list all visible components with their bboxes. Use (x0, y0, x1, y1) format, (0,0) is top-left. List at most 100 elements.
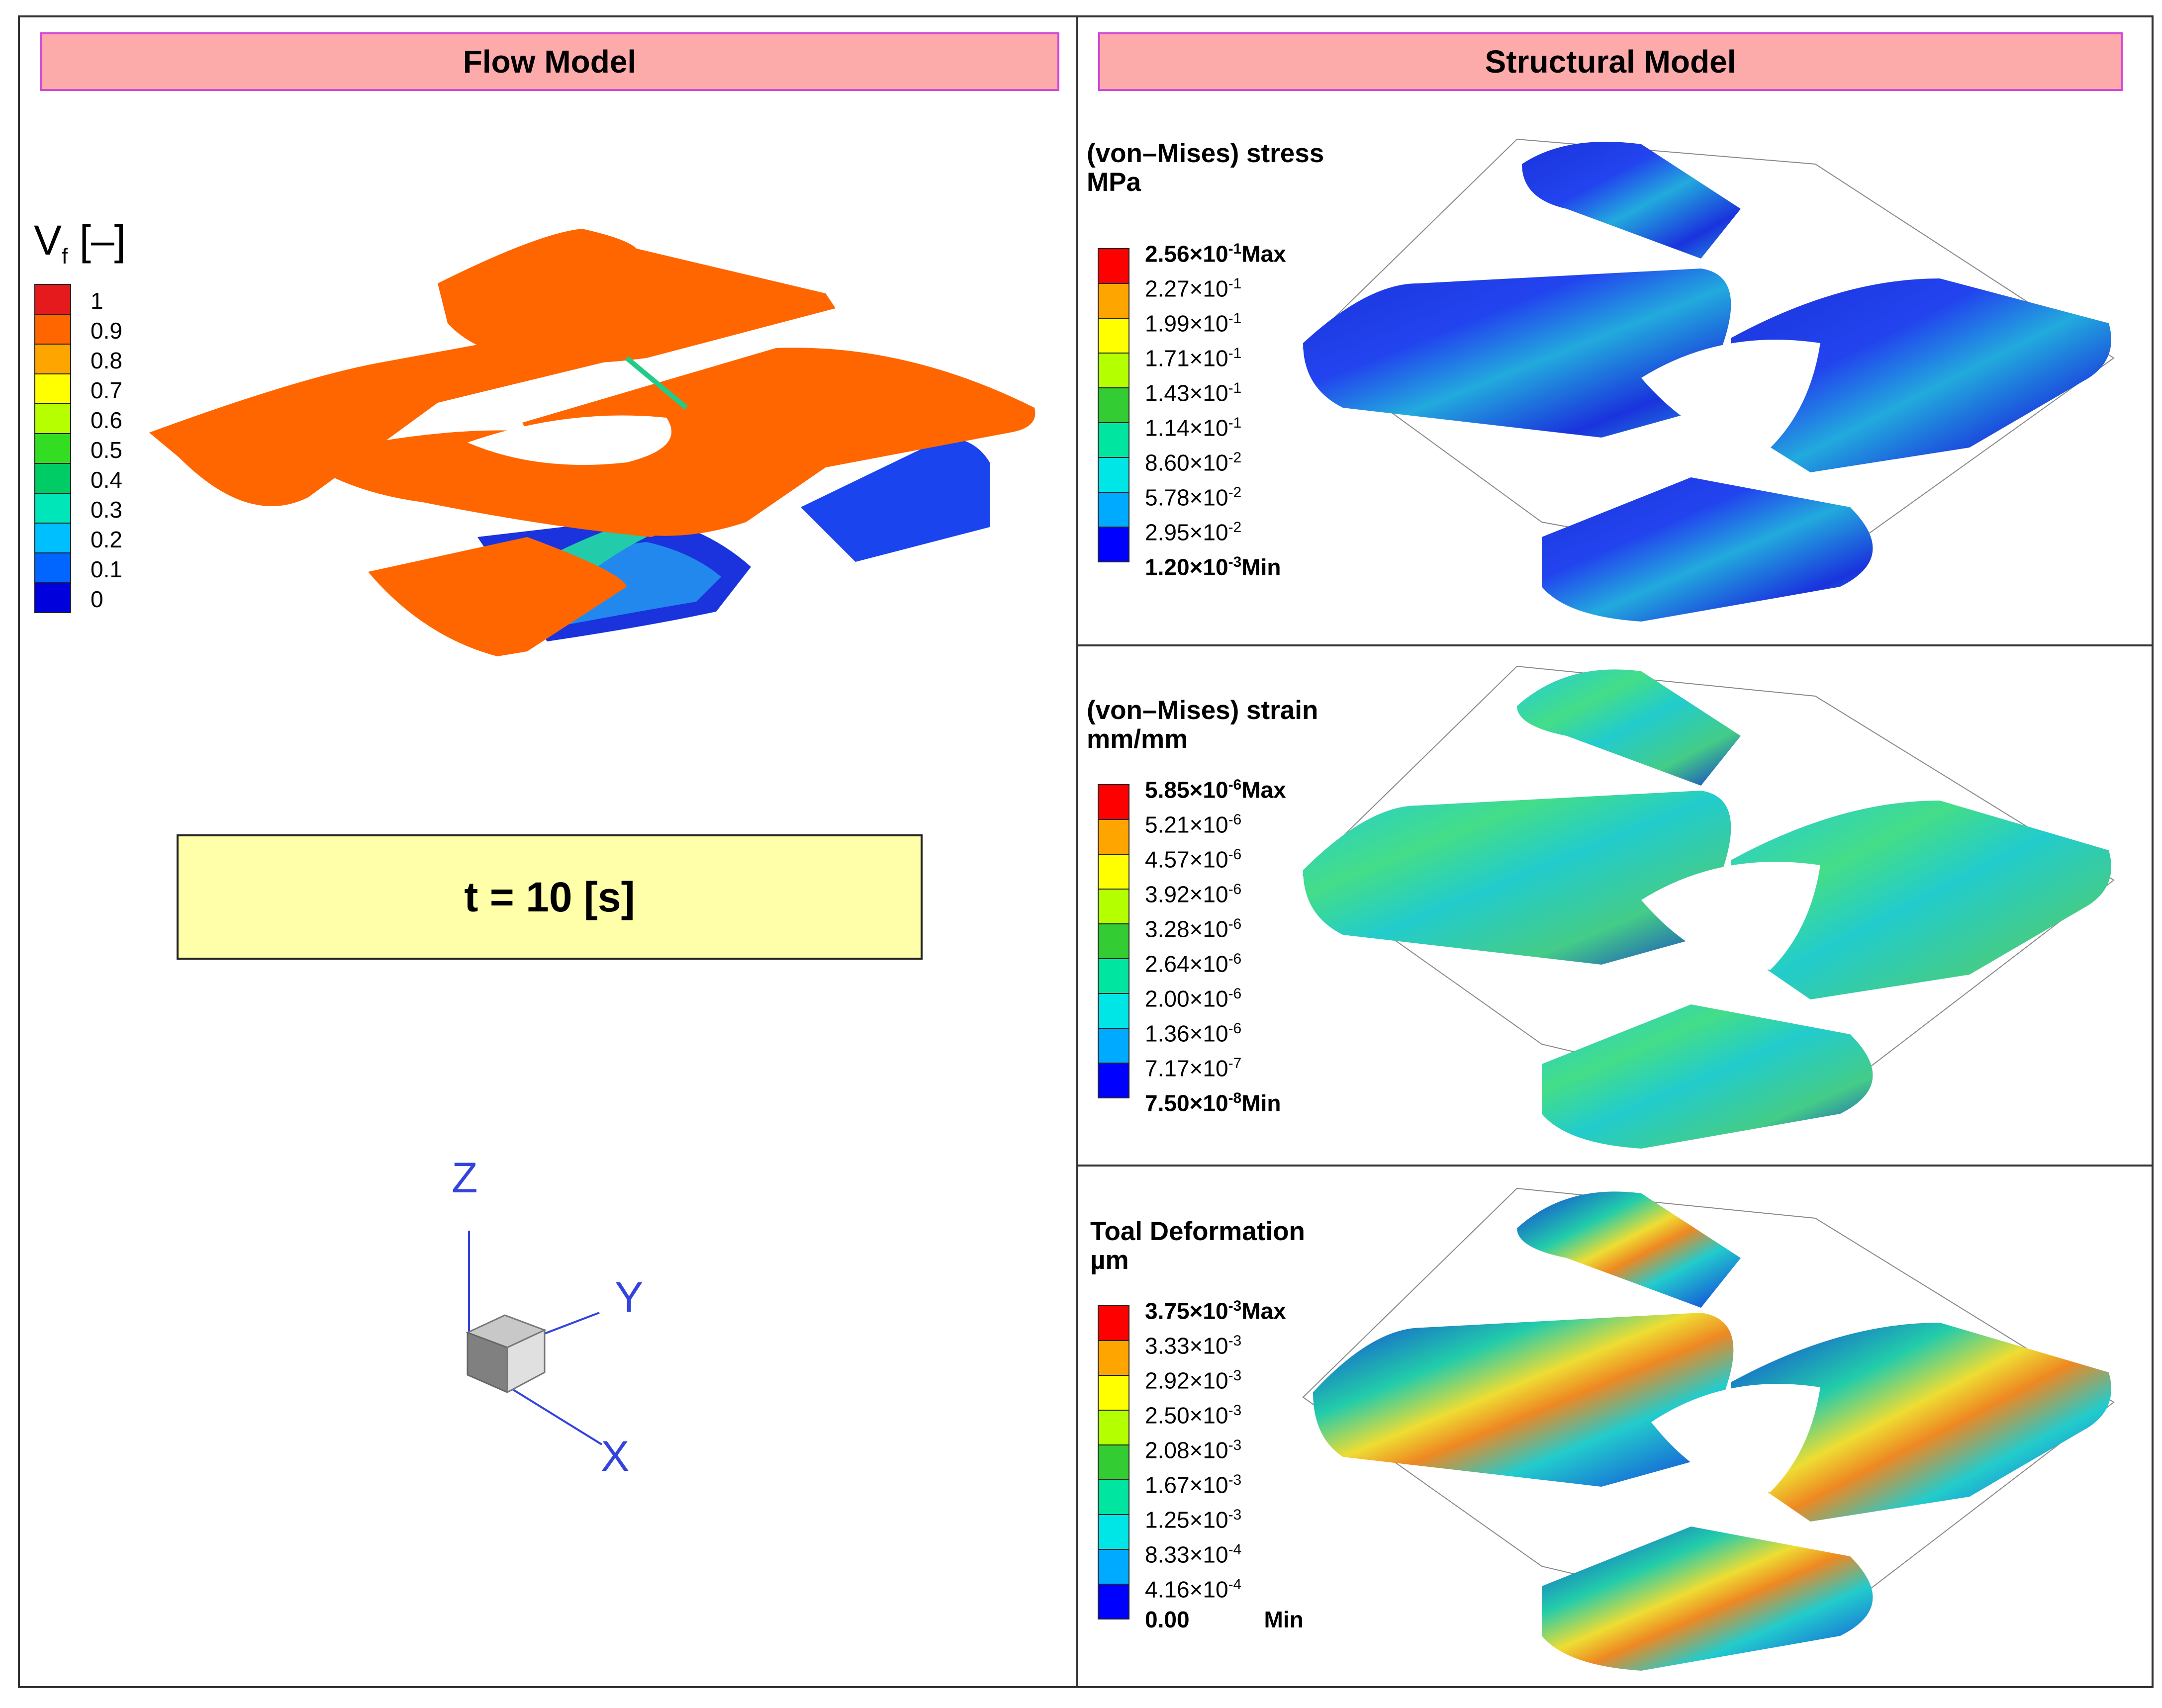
legend-tick: 1.99×10-1 (1145, 307, 1241, 335)
legend-tick: 0.00 Min (1145, 1608, 1304, 1631)
deformation-hole (1651, 1384, 1820, 1492)
tick-exponent: -8 (1228, 1090, 1242, 1106)
legend-swatch (1098, 1063, 1129, 1098)
tick-exponent: -6 (1228, 846, 1242, 863)
tick-exponent: -4 (1228, 1576, 1242, 1593)
tick-exponent: -3 (1228, 1507, 1242, 1523)
x-axis-label: X (601, 1433, 630, 1480)
y-axis-label: Y (615, 1273, 644, 1321)
legend-tick: 1.71×10-1 (1145, 342, 1241, 369)
legend-tick: 3.92×10-6 (1145, 878, 1241, 905)
legend-swatch (1098, 889, 1129, 924)
tick-times-ten: ×10 (1189, 1507, 1228, 1533)
deformation-tow-left (1313, 1313, 1734, 1487)
tick-times-ten: ×10 (1189, 345, 1228, 371)
tick-suffix: Min (1241, 1090, 1281, 1116)
tick-times-ten: ×10 (1189, 1437, 1228, 1463)
tick-mantissa: 3.92 (1145, 881, 1190, 907)
flow-tow-b (438, 229, 836, 363)
deformation-legend-title: Toal Deformation µm (1090, 1217, 1305, 1275)
legend-swatch (1098, 993, 1129, 1029)
stress-legend-colorbar (1098, 248, 1129, 562)
tick-times-ten: ×10 (1189, 1472, 1228, 1498)
cube-right-face (506, 1329, 546, 1394)
strain-tow-right (1731, 801, 2111, 999)
legend-swatch (1098, 283, 1129, 319)
flow-legend-colorbar (34, 284, 71, 613)
tick-times-ten: ×10 (1189, 846, 1228, 873)
flow-legend-tick: 0.9 (91, 318, 122, 344)
tick-exponent: -3 (1228, 1402, 1242, 1419)
legend-swatch (1098, 527, 1129, 562)
deformation-tow-top (1517, 1191, 1741, 1308)
flow-legend-tick: 0.5 (91, 437, 122, 463)
tick-times-ten: ×10 (1189, 881, 1228, 907)
tick-exponent: -6 (1228, 951, 1242, 967)
legend-tick: 2.08×10-3 (1145, 1434, 1241, 1461)
tick-exponent: -3 (1228, 1437, 1242, 1453)
tick-exponent: -2 (1228, 484, 1242, 501)
flow-legend-tick: 0.4 (91, 467, 122, 493)
legend-swatch (1098, 854, 1129, 890)
tick-times-ten: ×10 (1189, 951, 1228, 977)
stress-tow-right (1731, 278, 2111, 472)
legend-tick: 2.00×10-6 (1145, 983, 1241, 1010)
legend-tick: 5.78×10-2 (1145, 481, 1241, 509)
tick-mantissa: 1.20 (1145, 554, 1190, 580)
legend-tick: 7.17×10-7 (1145, 1052, 1241, 1079)
tick-suffix: Min (1264, 1607, 1304, 1632)
tick-mantissa: 1.71 (1145, 345, 1190, 371)
stress-render (1302, 138, 2115, 622)
tick-exponent: -2 (1228, 519, 1242, 536)
strain-units-text: mm/mm (1087, 724, 1188, 754)
legend-tick: 3.75×10-3Max (1145, 1295, 1286, 1322)
flow-legend-swatch (34, 552, 71, 583)
legend-swatch (1098, 492, 1129, 528)
tick-times-ten: ×10 (1189, 1333, 1228, 1359)
flow-legend-symbol: V (34, 217, 62, 264)
tick-mantissa: 2.95 (1145, 519, 1190, 545)
tick-exponent: -3 (1228, 1472, 1242, 1488)
legend-tick: 7.50×10-8Min (1145, 1087, 1281, 1114)
legend-tick: 8.33×10-4 (1145, 1538, 1241, 1566)
flow-hole (468, 415, 671, 465)
tick-exponent: -6 (1228, 777, 1242, 793)
stress-hole (1641, 340, 1820, 448)
tick-mantissa: 3.33 (1145, 1333, 1190, 1359)
flow-legend-units: [–] (79, 217, 126, 264)
tick-times-ten: ×10 (1189, 1055, 1228, 1081)
tick-times-ten: ×10 (1189, 241, 1228, 267)
tick-times-ten: ×10 (1189, 519, 1228, 545)
deformation-title-text: Toal Deformation (1090, 1217, 1305, 1246)
legend-tick: 4.16×10-4 (1145, 1573, 1241, 1601)
flow-legend-tick: 0.8 (91, 348, 122, 373)
legend-swatch (1098, 1410, 1129, 1445)
deformation-units-text: µm (1090, 1246, 1129, 1275)
tick-mantissa: 1.67 (1145, 1472, 1190, 1498)
tick-exponent: -3 (1228, 1333, 1242, 1349)
tick-exponent: -7 (1228, 1055, 1242, 1072)
legend-tick: 2.50×10-3 (1145, 1399, 1241, 1427)
tick-mantissa: 2.64 (1145, 951, 1190, 977)
tick-times-ten: ×10 (1189, 1298, 1228, 1324)
flow-legend-swatch (34, 493, 71, 524)
tick-times-ten: ×10 (1189, 811, 1228, 838)
tick-times-ten: ×10 (1189, 484, 1228, 511)
legend-swatch (1098, 353, 1129, 388)
strain-legend-colorbar (1098, 784, 1129, 1098)
flow-legend-swatch (34, 403, 71, 434)
flow-legend-swatch (34, 314, 71, 345)
legend-tick: 8.60×10-2 (1145, 447, 1241, 474)
tick-mantissa: 1.99 (1145, 310, 1190, 337)
tick-times-ten: ×10 (1189, 1367, 1228, 1394)
strain-tow-bottom (1542, 1004, 1873, 1149)
flow-legend-swatch (34, 463, 71, 494)
flow-legend-tick: 1 (91, 288, 103, 314)
tick-times-ten: ×10 (1189, 275, 1228, 302)
strain-tow-left (1303, 791, 1731, 965)
z-axis-label: Z (452, 1154, 478, 1202)
tick-mantissa: 2.08 (1145, 1437, 1190, 1463)
legend-tick: 5.21×10-6 (1145, 809, 1241, 836)
tick-times-ten: ×10 (1189, 449, 1228, 476)
tick-mantissa: 7.50 (1145, 1090, 1190, 1116)
